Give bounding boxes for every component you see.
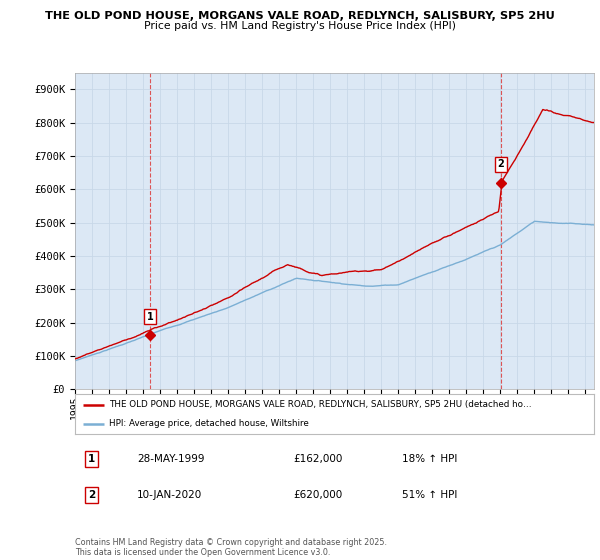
Text: Price paid vs. HM Land Registry's House Price Index (HPI): Price paid vs. HM Land Registry's House … xyxy=(144,21,456,31)
Text: HPI: Average price, detached house, Wiltshire: HPI: Average price, detached house, Wilt… xyxy=(109,419,308,428)
Text: £620,000: £620,000 xyxy=(293,490,342,500)
Text: 28-MAY-1999: 28-MAY-1999 xyxy=(137,454,205,464)
Text: £162,000: £162,000 xyxy=(293,454,343,464)
Text: Contains HM Land Registry data © Crown copyright and database right 2025.
This d: Contains HM Land Registry data © Crown c… xyxy=(75,538,387,557)
Text: 2: 2 xyxy=(88,490,95,500)
Text: 1: 1 xyxy=(146,312,153,322)
Text: 51% ↑ HPI: 51% ↑ HPI xyxy=(402,490,457,500)
Text: 2: 2 xyxy=(497,160,504,169)
Text: 1: 1 xyxy=(88,454,95,464)
Text: THE OLD POND HOUSE, MORGANS VALE ROAD, REDLYNCH, SALISBURY, SP5 2HU: THE OLD POND HOUSE, MORGANS VALE ROAD, R… xyxy=(45,11,555,21)
Text: 18% ↑ HPI: 18% ↑ HPI xyxy=(402,454,457,464)
Text: THE OLD POND HOUSE, MORGANS VALE ROAD, REDLYNCH, SALISBURY, SP5 2HU (detached ho: THE OLD POND HOUSE, MORGANS VALE ROAD, R… xyxy=(109,400,532,409)
Text: 10-JAN-2020: 10-JAN-2020 xyxy=(137,490,203,500)
